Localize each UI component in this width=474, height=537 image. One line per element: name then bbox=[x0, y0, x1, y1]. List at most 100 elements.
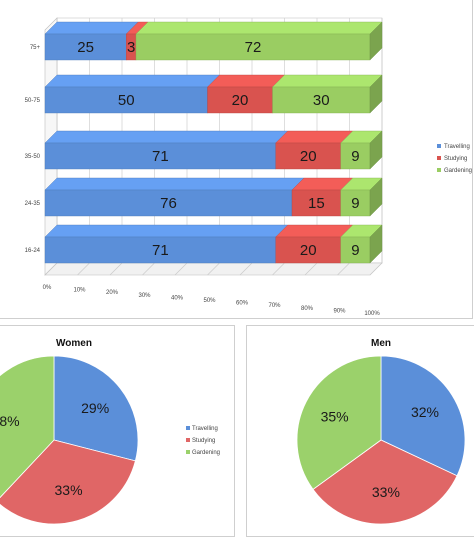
floor-gridline bbox=[142, 262, 155, 276]
x-tick-label: 90% bbox=[333, 308, 346, 314]
bar-top-face bbox=[44, 21, 139, 35]
women-pie-chart: Women 29% 33% 38% Travelling Studying Gardenin… bbox=[0, 338, 220, 525]
pie-value-label: 29% bbox=[81, 400, 109, 416]
bar-value-label: 20 bbox=[300, 242, 317, 259]
y-category-label: 24-35 bbox=[25, 201, 41, 207]
pie-value-label: 35% bbox=[321, 408, 349, 424]
floor-gridline bbox=[77, 262, 90, 276]
x-tick-label: 0% bbox=[43, 285, 52, 291]
bar-top-face bbox=[275, 224, 354, 238]
x-tick-label: 70% bbox=[268, 303, 281, 309]
legend-label: Studying bbox=[192, 438, 215, 444]
legend-swatch-studying bbox=[437, 156, 441, 160]
bar-top-face bbox=[44, 74, 220, 88]
bar-segment-studying bbox=[275, 142, 341, 170]
bar-value-label: 50 bbox=[118, 92, 135, 109]
x-tick-label: 40% bbox=[171, 295, 184, 301]
floor-gridline bbox=[239, 262, 253, 276]
pie-value-label: 33% bbox=[55, 482, 83, 498]
floor-gridline bbox=[304, 262, 318, 276]
bar-segment-travelling bbox=[44, 86, 208, 114]
bar-value-label: 71 bbox=[152, 148, 169, 165]
pie-slice-travelling bbox=[380, 355, 466, 477]
bar-end-face bbox=[369, 224, 383, 264]
stacked-bar-chart-panel: 0% 10% 20% 30% 40% 50% 60% 70% 80% 90% 100% 71 20 9 16… bbox=[0, 0, 473, 319]
x-tick-label: 30% bbox=[138, 293, 151, 299]
bar-segment-gardening bbox=[340, 189, 371, 217]
pie-slice-gardening bbox=[296, 355, 382, 490]
y-category-label: 75+ bbox=[30, 45, 41, 51]
bar-value-label: 20 bbox=[300, 148, 317, 165]
bar-top-face bbox=[207, 74, 285, 88]
bar-segment-gardening bbox=[135, 33, 371, 61]
floor-gridline bbox=[369, 262, 383, 276]
x-tick-label: 100% bbox=[364, 311, 380, 317]
bar-value-label: 72 bbox=[245, 39, 262, 56]
bar-segment-studying bbox=[291, 189, 341, 217]
legend-swatch-gardening bbox=[186, 450, 190, 454]
x-tick-label: 60% bbox=[236, 301, 249, 307]
bar-top-face bbox=[272, 74, 383, 88]
bar-top-face bbox=[275, 130, 354, 144]
bar-value-label: 25 bbox=[77, 39, 94, 56]
pie-slice-studying bbox=[312, 439, 458, 525]
x-tick-label: 10% bbox=[73, 288, 86, 294]
bar-value-label: 9 bbox=[351, 148, 359, 165]
bar-segment-travelling bbox=[44, 33, 127, 61]
men-pie-chart-panel: Men 32% 33% 35% bbox=[246, 325, 474, 537]
bar-value-label: 76 bbox=[160, 195, 177, 212]
floor-gridline bbox=[44, 262, 58, 276]
floor-gridline bbox=[207, 262, 220, 276]
legend-label: Studying bbox=[444, 156, 467, 162]
bar-value-label: 9 bbox=[351, 195, 359, 212]
floor-gridline bbox=[337, 262, 350, 276]
bar-segment-travelling bbox=[44, 236, 276, 264]
bar-top-face bbox=[135, 21, 383, 35]
women-pie-chart-panel: Women 29% 33% 38% Travelling Studying Gardenin… bbox=[0, 325, 235, 537]
y-category-label: 16-24 bbox=[25, 248, 41, 254]
pie-slice-studying bbox=[0, 439, 136, 525]
bar-top-face bbox=[44, 224, 289, 238]
bar-value-label: 9 bbox=[351, 242, 359, 259]
bar-top-face bbox=[44, 130, 289, 144]
floor-gridline bbox=[174, 262, 188, 276]
legend-swatch-gardening bbox=[437, 168, 441, 172]
bar-segment-gardening bbox=[272, 86, 371, 114]
x-tick-label: 80% bbox=[301, 306, 314, 312]
pie-value-label: 32% bbox=[411, 404, 439, 420]
bar-segment-travelling bbox=[44, 142, 276, 170]
bar-value-label: 71 bbox=[152, 242, 169, 259]
pie-value-label: 33% bbox=[372, 484, 400, 500]
x-tick-label: 20% bbox=[106, 290, 119, 296]
y-category-label: 35-50 bbox=[25, 154, 41, 160]
legend-label: Travelling bbox=[192, 426, 218, 432]
bar-value-label: 20 bbox=[232, 92, 249, 109]
legend-swatch-studying bbox=[186, 438, 190, 442]
floor-gridline bbox=[109, 262, 123, 276]
bar-value-label: 3 bbox=[127, 39, 135, 56]
stacked-bar-chart: 0% 10% 20% 30% 40% 50% 60% 70% 80% 90% 100% 71 20 9 16… bbox=[25, 17, 472, 317]
bar-segment-travelling bbox=[44, 189, 293, 217]
y-category-label: 50-75 bbox=[25, 98, 41, 104]
bar-value-label: 30 bbox=[313, 92, 330, 109]
legend-label: Gardening bbox=[192, 450, 220, 456]
pie-slice-travelling bbox=[53, 355, 139, 462]
bar-value-label: 15 bbox=[308, 195, 325, 212]
legend-swatch-travelling bbox=[437, 144, 441, 148]
legend-label: Gardening bbox=[444, 168, 472, 174]
pie-slice-gardening bbox=[0, 355, 55, 499]
legend-label: Travelling bbox=[444, 144, 470, 150]
bar-end-face bbox=[369, 130, 383, 170]
bar-segment-studying bbox=[207, 86, 273, 114]
floor-gridline bbox=[272, 262, 285, 276]
bar-end-face bbox=[369, 74, 383, 114]
bar-top-face bbox=[44, 177, 305, 191]
legend-swatch-travelling bbox=[186, 426, 190, 430]
pie-title: Women bbox=[56, 338, 92, 349]
bar-end-face bbox=[369, 21, 383, 61]
bar-end-face bbox=[369, 177, 383, 217]
men-pie-chart: Men 32% 33% 35% bbox=[296, 338, 466, 525]
pie-title: Men bbox=[371, 338, 391, 349]
x-tick-label: 50% bbox=[203, 298, 216, 304]
pie-value-label: 38% bbox=[0, 413, 20, 429]
